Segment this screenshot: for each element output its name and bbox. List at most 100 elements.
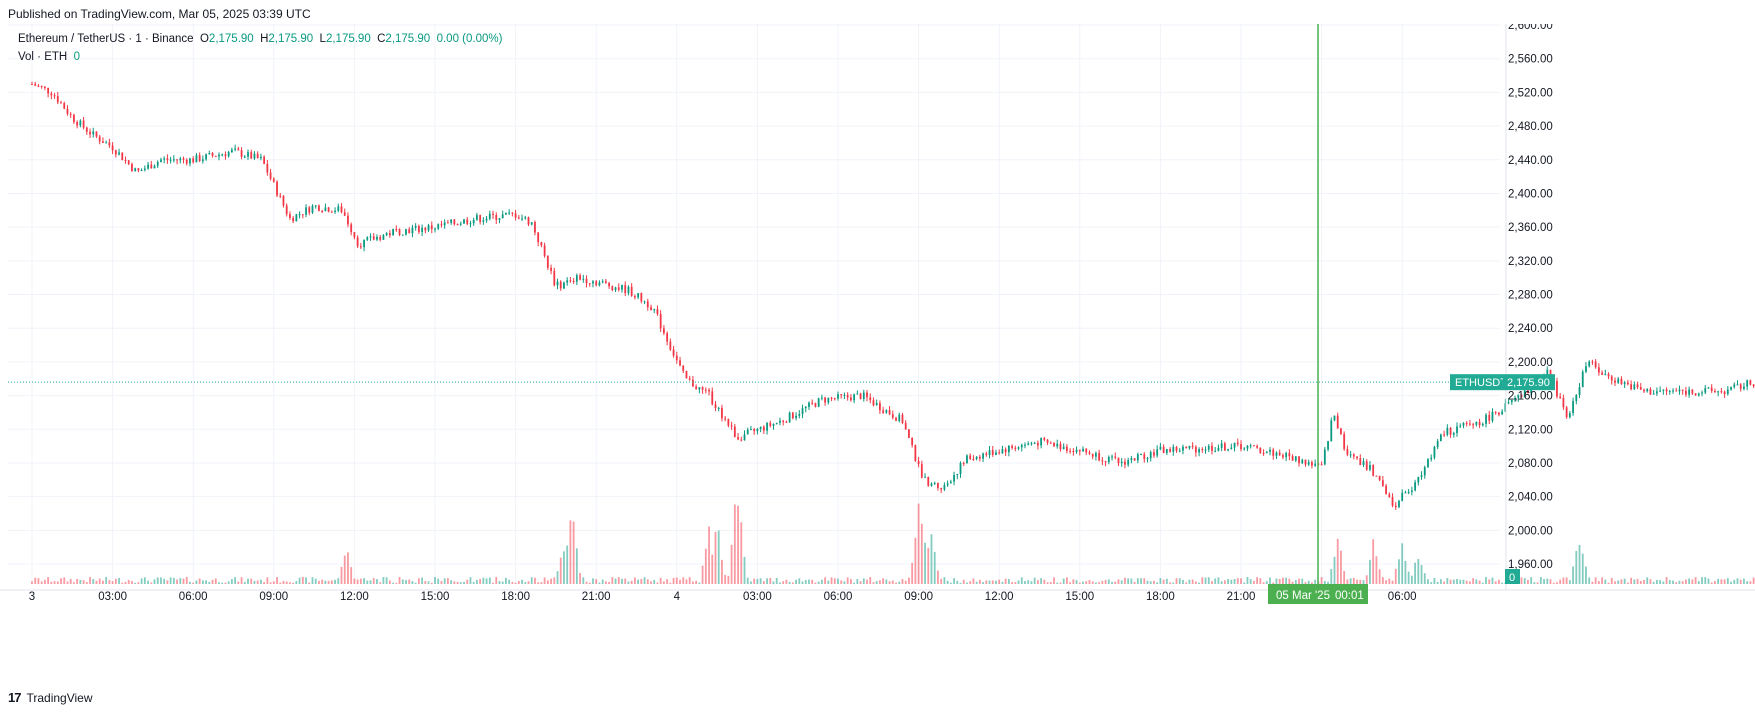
volume-bar xyxy=(1140,578,1142,584)
volume-bar xyxy=(588,582,591,584)
candle-body xyxy=(247,152,249,157)
candle-body xyxy=(1185,446,1188,449)
candle-body xyxy=(1691,389,1694,394)
volume-bar xyxy=(43,579,46,584)
candle-body xyxy=(466,219,469,224)
candle-body xyxy=(659,314,662,329)
volume-bar xyxy=(1049,581,1052,584)
volume-bar xyxy=(1530,577,1533,584)
volume-bar xyxy=(1066,577,1068,584)
volume-bar xyxy=(1375,556,1378,584)
candle-body xyxy=(1333,415,1336,421)
candle-body xyxy=(766,422,768,431)
candle-body xyxy=(350,224,353,233)
volume-bar xyxy=(753,578,756,584)
candle-body xyxy=(1298,456,1300,464)
candle-body xyxy=(820,397,823,399)
candle-body xyxy=(1301,459,1304,464)
y-tick-label: 2,120.00 xyxy=(1508,424,1553,436)
volume-bar xyxy=(1726,578,1729,584)
tradingview-logo-icon: 17 xyxy=(8,690,22,705)
footer-brand[interactable]: 17 TradingView xyxy=(8,690,93,705)
volume-bar xyxy=(801,581,804,584)
volume-bar xyxy=(114,578,117,584)
volume-bar xyxy=(411,581,414,584)
volume-bar xyxy=(1272,582,1275,584)
candle-body xyxy=(1311,462,1313,466)
candle-body xyxy=(1559,396,1562,399)
volume-bar xyxy=(543,577,546,584)
candle-body xyxy=(1188,445,1191,449)
candle-body xyxy=(1585,366,1587,372)
candle-body xyxy=(604,281,607,283)
volume-bar xyxy=(927,547,930,584)
volume-legend[interactable]: Vol · ETH 0 xyxy=(18,51,80,63)
volume-bar xyxy=(646,579,649,584)
candle-body xyxy=(401,234,404,236)
volume-bar xyxy=(740,522,743,584)
volume-bar xyxy=(1626,582,1629,584)
volume-bar xyxy=(608,581,610,584)
candle-body xyxy=(1053,443,1055,447)
candle-body xyxy=(185,159,188,164)
candle-body xyxy=(962,462,965,464)
volume-bar xyxy=(256,580,259,584)
candle-body xyxy=(1639,387,1642,390)
candle-body xyxy=(788,412,791,423)
volume-bar xyxy=(1398,559,1400,584)
volume-bar xyxy=(247,578,249,584)
volume-bar xyxy=(575,548,578,584)
candle-body xyxy=(1462,423,1465,426)
candle-body xyxy=(917,461,920,465)
volume-bar xyxy=(1088,580,1091,584)
candle-body xyxy=(517,217,520,219)
candle-body xyxy=(1091,453,1094,457)
volume-bar xyxy=(1478,580,1481,584)
symbol-title[interactable]: Ethereum / TetherUS · 1 · Binance xyxy=(18,33,194,45)
volume-bar xyxy=(721,559,723,584)
candle-body xyxy=(1062,446,1065,450)
x-axis[interactable]: 3 03:00 06:00 09:00 12:00 15:00 18:00 21:00 4 03:… xyxy=(0,589,1755,603)
candle-body xyxy=(192,158,195,163)
volume-bar xyxy=(685,579,688,584)
volume-bar xyxy=(711,554,714,584)
candle-body xyxy=(1304,459,1307,465)
volume-bar xyxy=(1359,579,1362,584)
candle-body xyxy=(530,222,533,225)
candle-body xyxy=(633,295,636,298)
volume-bar xyxy=(1585,566,1587,584)
candle-body xyxy=(685,371,688,379)
volume-bar xyxy=(1536,582,1539,584)
candle-body xyxy=(1407,491,1410,493)
volume-bar xyxy=(1240,578,1242,584)
candle-body xyxy=(1127,460,1130,465)
volume-bar xyxy=(1330,569,1333,584)
volume-bar xyxy=(904,580,907,584)
candle-body xyxy=(234,148,237,150)
volume-bar xyxy=(998,579,1001,584)
volume-bar xyxy=(843,581,846,584)
candle-body xyxy=(1623,382,1626,385)
volume-bar xyxy=(92,579,95,584)
symbol-legend[interactable]: Ethereum / TetherUS · 1 · Binance O2,175… xyxy=(18,33,502,45)
volume-bar xyxy=(472,581,475,584)
candle-body xyxy=(137,168,140,171)
candle-body xyxy=(182,158,185,160)
volume-bar xyxy=(1069,582,1072,584)
volume-bar xyxy=(1491,577,1494,584)
volume-bar xyxy=(292,582,295,584)
candle-body xyxy=(1104,461,1107,463)
candle-body xyxy=(717,407,720,409)
y-axis[interactable]: 2,600.00 2,560.00 2,520.00 2,480.00 2,440.00… xyxy=(1505,24,1553,590)
candle-body xyxy=(1159,446,1162,450)
candle-body xyxy=(1172,446,1175,452)
volume-bar xyxy=(1259,578,1262,584)
high-value: 2,175.90 xyxy=(268,33,314,45)
volume-bar xyxy=(1417,559,1420,584)
candle-body xyxy=(1614,380,1616,383)
candle-body xyxy=(1478,421,1481,426)
price-chart[interactable]: 2,600.00 2,560.00 2,520.00 2,480.00 2,440.00… xyxy=(0,24,1755,690)
candle-body xyxy=(937,482,939,488)
volume-bar xyxy=(617,577,620,584)
candle-body xyxy=(1604,373,1607,375)
